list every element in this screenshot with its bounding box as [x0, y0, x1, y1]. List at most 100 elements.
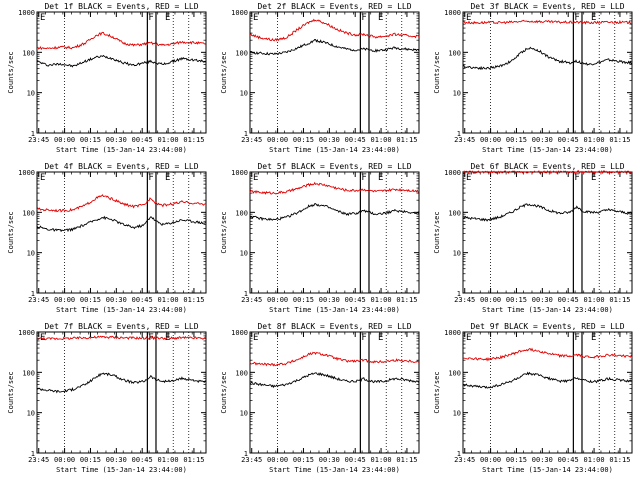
x-axis-label: Start Time (15-Jan-14 23:44:00) — [56, 146, 187, 154]
events-series-line — [462, 203, 633, 222]
marker-letter: E — [40, 333, 45, 343]
y-tick-label: 10 — [27, 90, 35, 98]
plot-frame — [249, 331, 420, 454]
plot-frame — [249, 11, 420, 134]
marker-letter: F — [361, 333, 366, 343]
y-tick-label: 10 — [240, 90, 248, 98]
x-tick-label: 01:15 — [396, 456, 417, 464]
y-tick-label: 100 — [235, 49, 248, 57]
y-tick-label: 1 — [31, 450, 35, 458]
y-tick-label: 100 — [448, 369, 461, 377]
events-series-line — [36, 215, 207, 233]
marker-letter: E — [378, 333, 383, 343]
y-tick-label: 100 — [448, 49, 461, 57]
x-tick-label: 01:00 — [371, 296, 392, 304]
x-tick-label: 00:45 — [558, 456, 579, 464]
x-tick-label: 00:30 — [319, 296, 340, 304]
x-axis-label: Start Time (15-Jan-14 23:44:00) — [269, 466, 400, 474]
x-tick-label: 00:15 — [293, 136, 314, 144]
marker-letter: E — [253, 333, 258, 343]
marker-letter: F — [574, 13, 579, 23]
detector-panel-1: Det 1f BLACK = Events, RED = LLD Counts/s… — [7, 2, 207, 154]
x-tick-label: 23:45 — [241, 136, 262, 144]
x-axis-label: Start Time (15-Jan-14 23:44:00) — [269, 306, 400, 314]
marker-letter: F — [574, 333, 579, 343]
plot-frame — [462, 331, 633, 454]
x-tick-label: 01:00 — [158, 456, 179, 464]
panel-title: Det 3f BLACK = Events, RED = LLD — [470, 2, 624, 11]
marker-letter: E — [40, 173, 45, 183]
events-series-line — [36, 54, 207, 68]
x-tick-label: 00:15 — [80, 136, 101, 144]
x-axis-label: Start Time (15-Jan-14 23:44:00) — [482, 146, 613, 154]
detector-panel-9: Det 9f BLACK = Events, RED = LLD Counts/s… — [433, 322, 633, 474]
x-tick-label: 00:00 — [267, 456, 288, 464]
panel-title: Det 7f BLACK = Events, RED = LLD — [44, 322, 198, 331]
x-tick-label: 00:30 — [106, 296, 127, 304]
y-tick-label: 1000 — [18, 169, 35, 177]
x-tick-label: 01:15 — [183, 136, 204, 144]
x-tick-label: 01:15 — [609, 136, 630, 144]
y-tick-label: 1000 — [444, 9, 461, 17]
y-tick-label: 1000 — [231, 169, 248, 177]
x-axis-label: Start Time (15-Jan-14 23:44:00) — [482, 466, 613, 474]
marker-letter: E — [378, 173, 383, 183]
x-axis-label: Start Time (15-Jan-14 23:44:00) — [56, 306, 187, 314]
y-tick-label: 100 — [448, 209, 461, 217]
y-tick-label: 1000 — [231, 9, 248, 17]
x-tick-label: 01:00 — [371, 136, 392, 144]
x-tick-label: 23:45 — [454, 296, 475, 304]
y-axis-label: Counts/sec — [220, 371, 228, 413]
y-tick-label: 10 — [27, 410, 35, 418]
marker-letter: E — [165, 173, 170, 183]
lld-series-line — [36, 31, 207, 51]
x-tick-label: 00:45 — [132, 136, 153, 144]
x-tick-label: 23:45 — [454, 136, 475, 144]
marker-letter: E — [165, 13, 170, 23]
marker-letter: F — [361, 13, 366, 23]
panel-title: Det 1f BLACK = Events, RED = LLD — [44, 2, 198, 11]
x-tick-label: 01:00 — [158, 136, 179, 144]
x-tick-label: 01:00 — [584, 296, 605, 304]
marker-letter: F — [574, 173, 579, 183]
y-tick-label: 1 — [31, 130, 35, 138]
y-tick-label: 1 — [457, 450, 461, 458]
y-tick-label: 100 — [235, 209, 248, 217]
marker-letter: E — [591, 13, 596, 23]
x-tick-label: 00:00 — [480, 136, 501, 144]
panel-title: Det 2f BLACK = Events, RED = LLD — [257, 2, 411, 11]
marker-letter: E — [466, 173, 471, 183]
x-tick-label: 23:45 — [28, 456, 49, 464]
y-tick-label: 1 — [457, 290, 461, 298]
y-tick-label: 100 — [235, 369, 248, 377]
events-series-line — [249, 38, 420, 56]
detector-panel-3: Det 3f BLACK = Events, RED = LLD Counts/s… — [433, 2, 633, 154]
events-series-line — [249, 372, 420, 389]
plot-frame — [249, 171, 420, 294]
x-tick-label: 00:45 — [558, 296, 579, 304]
lld-series-line — [462, 169, 633, 175]
y-axis-label: Counts/sec — [433, 51, 441, 93]
x-axis-label: Start Time (15-Jan-14 23:44:00) — [269, 146, 400, 154]
marker-letter: F — [361, 173, 366, 183]
y-tick-label: 100 — [22, 49, 35, 57]
y-tick-label: 1000 — [231, 329, 248, 337]
y-tick-label: 1 — [244, 290, 248, 298]
x-tick-label: 23:45 — [454, 456, 475, 464]
y-tick-label: 1 — [244, 130, 248, 138]
x-tick-label: 00:15 — [293, 456, 314, 464]
x-tick-label: 00:45 — [558, 136, 579, 144]
plot-frame — [462, 11, 633, 134]
x-tick-label: 01:15 — [396, 136, 417, 144]
x-tick-label: 00:45 — [132, 456, 153, 464]
x-tick-label: 00:45 — [132, 296, 153, 304]
x-tick-label: 00:30 — [106, 136, 127, 144]
x-tick-label: 00:30 — [319, 456, 340, 464]
x-tick-label: 00:00 — [480, 296, 501, 304]
marker-letter: E — [40, 13, 45, 23]
x-tick-label: 00:15 — [506, 296, 527, 304]
y-tick-label: 10 — [453, 90, 461, 98]
x-tick-label: 01:15 — [396, 296, 417, 304]
plot-frame — [36, 11, 207, 134]
